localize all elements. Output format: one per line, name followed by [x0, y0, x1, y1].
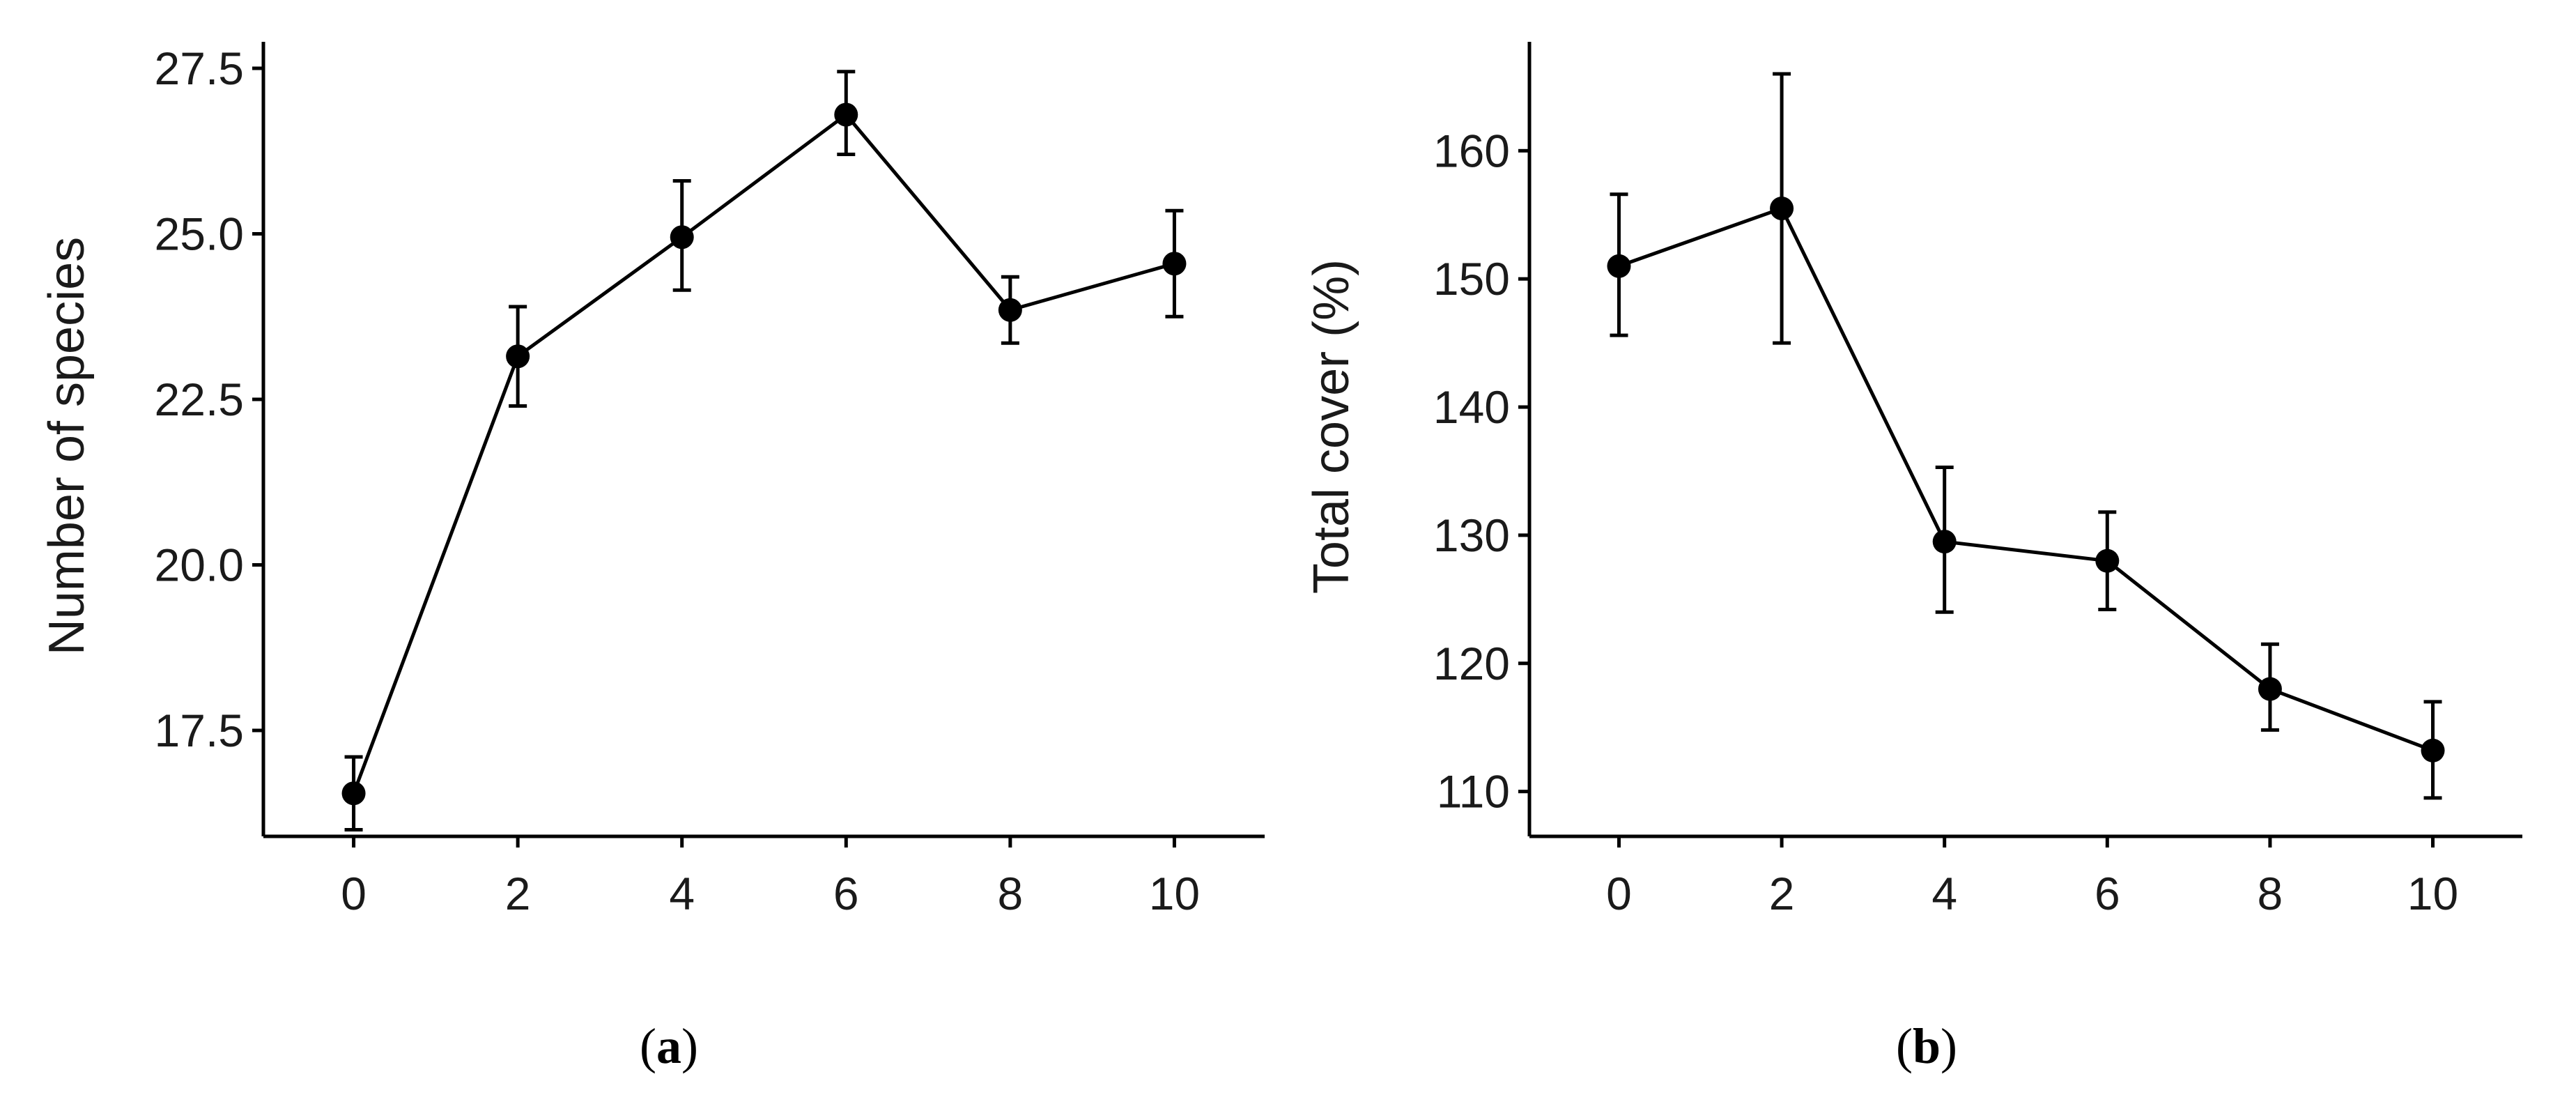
y-tick-label: 150: [1433, 253, 1510, 305]
x-tick-label: 4: [669, 868, 695, 919]
y-tick-label: 20.0: [155, 539, 244, 591]
data-point: [1162, 252, 1187, 276]
x-tick-label: 2: [505, 868, 531, 919]
data-point: [834, 102, 858, 127]
panel-label: (a): [640, 1018, 698, 1074]
x-tick-label: 6: [833, 868, 859, 919]
data-point: [2258, 677, 2282, 701]
data-point: [341, 781, 366, 806]
data-point: [1770, 197, 1794, 221]
data-point: [1932, 530, 1957, 554]
x-tick-label: 10: [1149, 868, 1200, 919]
x-tick-label: 6: [2095, 868, 2120, 919]
x-tick-label: 0: [341, 868, 367, 919]
panel-label: (b): [1896, 1018, 1957, 1074]
chart-panel-a: Number of species (a) 17.5 20.0 22.5 25.0 27…: [39, 42, 1265, 1074]
y-tick-label: 160: [1433, 125, 1510, 176]
data-point: [506, 344, 530, 369]
y-tick-label: 130: [1433, 509, 1510, 561]
x-tick-label: 2: [1769, 868, 1795, 919]
data-point: [1607, 254, 1631, 278]
data-point: [2421, 738, 2445, 762]
y-tick-label: 25.0: [155, 208, 244, 260]
series-line: [1618, 206, 2434, 753]
chart-panel-b: Total cover (%) (b) 110 120 130 140 150 160 0 2…: [1304, 42, 2522, 1074]
y-tick-label: 120: [1433, 638, 1510, 689]
y-tick-label: 27.5: [155, 43, 244, 94]
y-tick-label: 140: [1433, 381, 1510, 433]
y-axis-title: Total cover (%): [1304, 259, 1359, 594]
data-point: [2095, 549, 2120, 573]
x-tick-label: 0: [1606, 868, 1632, 919]
y-tick-label: 110: [1437, 766, 1510, 818]
y-axis-title: Number of species: [39, 237, 95, 655]
data-point: [670, 225, 694, 250]
x-tick-label: 4: [1931, 868, 1957, 919]
x-tick-label: 8: [2258, 868, 2283, 919]
y-tick-label: 17.5: [155, 705, 244, 756]
y-tick-label: 22.5: [155, 374, 244, 425]
series-line: [352, 113, 1175, 795]
data-point: [998, 298, 1022, 322]
x-tick-label: 8: [998, 868, 1024, 919]
x-tick-label: 10: [2407, 868, 2458, 919]
